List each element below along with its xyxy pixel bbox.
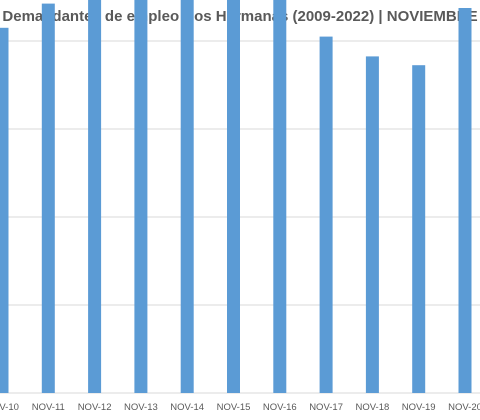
bar-nov-10 xyxy=(0,27,9,394)
bar-nov-12 xyxy=(88,0,102,394)
x-tick-label: NOV-12 xyxy=(78,402,112,413)
x-tick-label: NOV-13 xyxy=(124,402,158,413)
bar-nov-13 xyxy=(134,0,148,393)
bar-nov-14 xyxy=(180,0,194,393)
bar-nov-11 xyxy=(41,3,55,393)
bar-nov-17 xyxy=(319,36,333,393)
x-tick-label: NOV-15 xyxy=(217,402,251,413)
x-tick-label: NOV-19 xyxy=(402,402,436,413)
bar-nov-18 xyxy=(365,56,379,394)
bar-nov-19 xyxy=(412,65,426,393)
x-tick-label: NOV-18 xyxy=(356,402,390,413)
x-tick-label: NOV-17 xyxy=(309,402,343,413)
x-tick-label: NOV-10 xyxy=(0,402,19,413)
x-tick-label: NOV-11 xyxy=(32,402,65,413)
x-tick-label: NOV-14 xyxy=(170,402,204,413)
x-tick-label: NOV-16 xyxy=(263,402,297,413)
bar-nov-20 xyxy=(458,8,472,393)
bar-nov-16 xyxy=(273,0,287,393)
bar-nov-15 xyxy=(227,0,240,393)
x-tick-label: NOV-20 xyxy=(448,402,480,413)
